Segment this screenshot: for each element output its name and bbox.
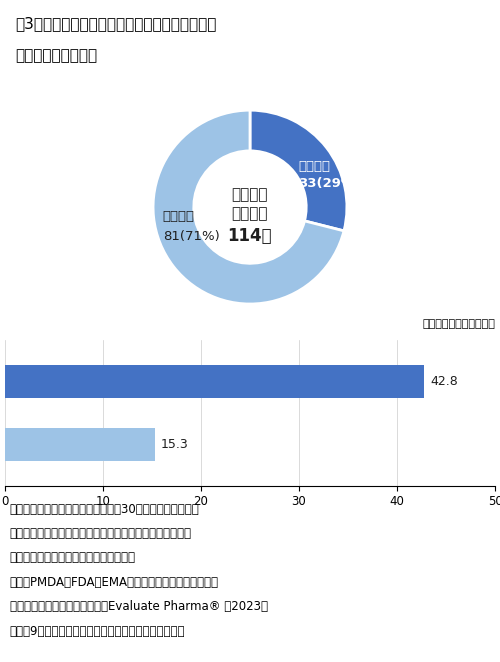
Text: 製薬企楮: 製薬企楮 (163, 211, 195, 223)
Text: 注：新興企楮とは承認取得時に設立30年以内、かつ承認取: 注：新興企楮とは承認取得時に設立30年以内、かつ承認取 (10, 502, 200, 516)
Text: ラグ期間（中央値：月）: ラグ期間（中央値：月） (422, 318, 495, 329)
Text: 欧米承認: 欧米承認 (232, 187, 268, 202)
Text: （9月時点）をもとに医薬産業政策研究所にて作成: （9月時点）をもとに医薬産業政策研究所にて作成 (10, 625, 186, 638)
Text: 企楮は新興企楮以外の企楮を指す。: 企楮は新興企楮以外の企楮を指す。 (10, 551, 136, 565)
Text: 33(29%): 33(29%) (298, 177, 360, 191)
Text: （テクノミック制作）」、Evaluate Pharma® （2023年: （テクノミック制作）」、Evaluate Pharma® （2023年 (10, 600, 268, 613)
Text: 取得企楮: 取得企楮 (232, 207, 268, 221)
Text: 新興企楮: 新興企楮 (298, 160, 330, 173)
Bar (5, 428, 155, 461)
Text: 得前年の売上げが５億米ドル未満の企楮を指す。製薬: 得前年の売上げが５億米ドル未満の企楮を指す。製薬 (10, 527, 192, 540)
Text: 出所：PMDA、FDA、EMAの各公開情報、「明日の新薬: 出所：PMDA、FDA、EMAの各公開情報、「明日の新薬 (10, 576, 219, 589)
Text: 15.3: 15.3 (161, 438, 188, 451)
Bar (5, 365, 424, 398)
Text: 42.8: 42.8 (430, 375, 458, 388)
Text: 図3　欧米承認取得企楮の企楮分類別品目とラグ: 図3 欧米承認取得企楮の企楮分類別品目とラグ (15, 17, 216, 31)
Text: 期間（中央値）: 期間（中央値） (15, 48, 97, 64)
Text: 81(71%): 81(71%) (163, 230, 220, 243)
Wedge shape (153, 110, 344, 304)
Text: 114品: 114品 (228, 227, 272, 245)
Wedge shape (250, 110, 347, 231)
